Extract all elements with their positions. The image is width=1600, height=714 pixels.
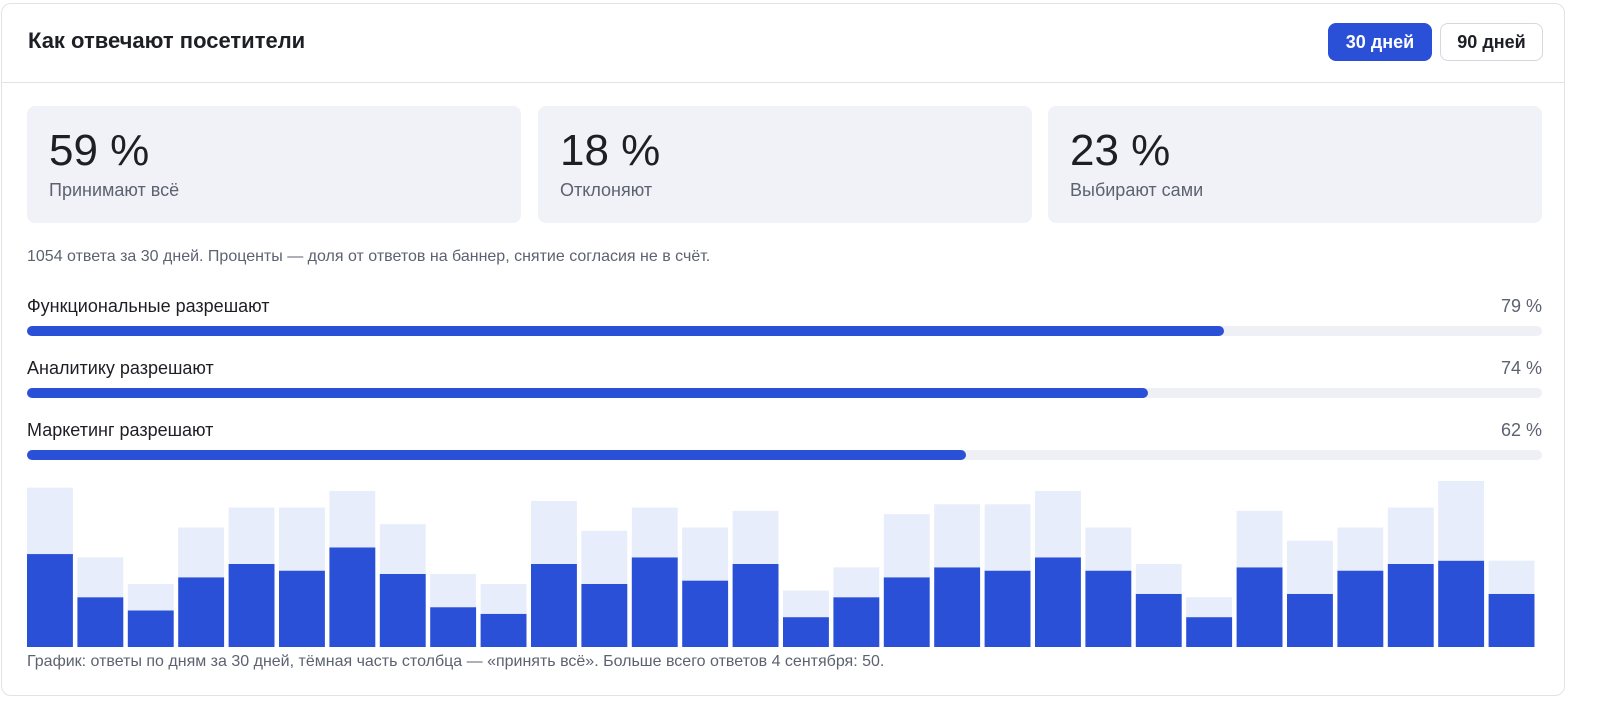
- bar-segment: [279, 570, 325, 647]
- bar-segment: [1488, 560, 1535, 594]
- bar-segment: [127, 583, 174, 611]
- bar-segment: [1337, 527, 1384, 571]
- bar-segment: [228, 564, 275, 647]
- panel: Как отвечают посетители 30 дней 90 дней …: [1, 3, 1565, 696]
- bar-label: Маркетинг разрешают: [27, 420, 214, 440]
- bar-segment: [329, 547, 376, 647]
- note: 1054 ответа за 30 дней. Проценты — доля …: [27, 248, 711, 265]
- stat-card: 59 % Принимают всё: [27, 106, 521, 223]
- bar-segment: [833, 567, 880, 598]
- bar-label: Аналитику разрешают: [27, 358, 214, 378]
- period-button[interactable]: 30 дней: [1328, 23, 1432, 61]
- bar-segment: [631, 557, 678, 647]
- period-button[interactable]: 90 дней: [1440, 23, 1543, 61]
- stat-label: Выбирают сами: [1070, 180, 1204, 200]
- bar-segment: [77, 597, 124, 647]
- bar-segment: [1488, 593, 1535, 647]
- bar-segment: [833, 597, 880, 647]
- bar-segment: [379, 524, 426, 574]
- bar-segment: [883, 577, 930, 647]
- bar-segment: [531, 564, 577, 647]
- bar-segment: [1186, 617, 1233, 647]
- bar-segment: [883, 514, 930, 578]
- bar-segment: [783, 617, 829, 647]
- bar-label: Функциональные разрешают: [27, 296, 270, 316]
- bar-segment: [1035, 557, 1081, 647]
- bar-fill: [27, 388, 1149, 398]
- bar-segment: [531, 500, 577, 564]
- stat-card: 18 % Отклоняют: [538, 106, 1032, 223]
- bar-segment: [1186, 597, 1233, 618]
- bar-segment: [682, 580, 729, 647]
- bar-segment: [430, 573, 477, 608]
- stat-card: 23 % Выбирают сами: [1048, 106, 1542, 223]
- stat-label: Отклоняют: [560, 180, 653, 200]
- bar-segment: [1287, 593, 1333, 647]
- bar-segment: [581, 530, 628, 584]
- bar-segment: [1387, 507, 1434, 564]
- bar-segment: [430, 607, 477, 647]
- bar-segment: [480, 583, 527, 614]
- bar-segment: [27, 554, 73, 647]
- bar-segment: [732, 564, 779, 647]
- bar-segment: [732, 510, 779, 564]
- bar-segment: [379, 573, 426, 647]
- header: Как отвечают посетители 30 дней 90 дней: [2, 4, 1564, 83]
- bar-segment: [631, 507, 678, 558]
- bar-segment: [1135, 564, 1182, 594]
- bar-segment: [1135, 593, 1182, 647]
- bar-segment: [581, 583, 628, 647]
- stat-value: 23 %: [1070, 126, 1171, 175]
- bar-segment: [77, 557, 124, 598]
- stat-value: 18 %: [560, 126, 661, 175]
- bar-segment: [1438, 560, 1485, 647]
- stat-value: 59 %: [49, 126, 150, 175]
- bar-segment: [178, 527, 225, 578]
- bar-value: 79 %: [1500, 296, 1542, 316]
- bar-segment: [480, 613, 527, 647]
- bar-segment: [1085, 570, 1132, 647]
- bar-segment: [934, 567, 981, 647]
- bar-segment: [934, 504, 981, 568]
- stat-label: Принимают всё: [49, 180, 180, 200]
- bar-segment: [984, 504, 1031, 571]
- bar-segment: [1287, 540, 1333, 594]
- bar-value: 62 %: [1500, 420, 1542, 440]
- bar-segment: [984, 570, 1031, 647]
- bar-value: 74 %: [1500, 358, 1542, 378]
- bar-segment: [1236, 510, 1283, 568]
- bar-segment: [279, 507, 325, 571]
- bar-segment: [1387, 564, 1434, 647]
- bar-fill: [27, 450, 967, 460]
- bar-segment: [1035, 490, 1081, 558]
- bar-segment: [127, 610, 174, 647]
- bar-segment: [178, 577, 225, 647]
- chart: [27, 481, 1535, 647]
- bar-segment: [1085, 527, 1132, 571]
- bar-segment: [783, 590, 829, 618]
- bar-segment: [1236, 567, 1283, 647]
- bar-segment: [682, 527, 729, 581]
- chart-caption: График: ответы по дням за 30 дней, тёмна…: [27, 653, 885, 670]
- bar-segment: [27, 487, 73, 555]
- bar-segment: [1438, 481, 1485, 561]
- bar-segment: [228, 507, 275, 564]
- bar-segment: [1337, 570, 1384, 647]
- bar-segment: [329, 490, 376, 548]
- bar-fill: [27, 326, 1224, 336]
- title: Как отвечают посетители: [28, 28, 306, 53]
